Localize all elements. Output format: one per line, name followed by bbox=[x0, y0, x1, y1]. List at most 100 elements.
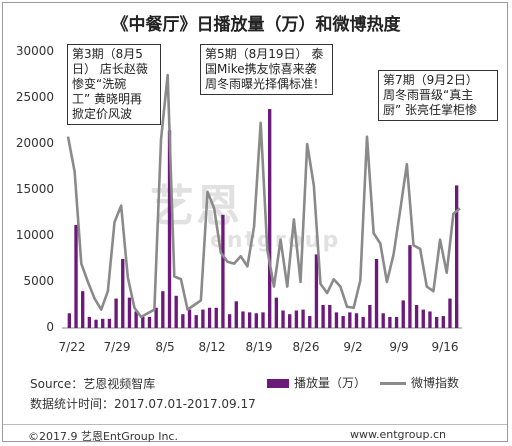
bar-play-count bbox=[368, 305, 372, 328]
source-line: Source：艺恩视频智库 bbox=[30, 377, 156, 391]
annotation-line: 第7期（9月2日） bbox=[383, 73, 478, 87]
bar-play-count bbox=[374, 259, 379, 328]
annotation-line: 掀定价风波 bbox=[72, 107, 133, 121]
annotation-line: 惨变“洗碗 bbox=[72, 77, 127, 91]
bar-play-count bbox=[134, 311, 138, 328]
annotation-line: 工” 黄晓明再 bbox=[72, 92, 143, 106]
annotation-ep3: 第3期（8月5 日） 店长赵薇 惨变“洗碗 工” 黄晓明再 掀定价风波 bbox=[67, 44, 161, 125]
bar-play-count bbox=[87, 316, 92, 328]
legend-bar: 播放量（万） bbox=[267, 374, 366, 391]
bar-play-count bbox=[201, 309, 205, 328]
bar-play-count bbox=[261, 312, 265, 328]
bar-play-count bbox=[214, 307, 218, 328]
legend-line: 微博指数 bbox=[380, 374, 459, 391]
legend-line-label: 微博指数 bbox=[411, 376, 460, 390]
x-tick-label: 8/26 bbox=[292, 340, 320, 354]
footer-copyright: ©2017.9 艺恩EntGroup Inc. bbox=[28, 430, 178, 443]
legend-bar-label: 播放量（万） bbox=[294, 376, 367, 390]
bar-play-count bbox=[328, 305, 332, 328]
bar-play-count bbox=[428, 311, 432, 328]
bar-play-count bbox=[361, 316, 365, 328]
x-tick-label: 9/9 bbox=[389, 340, 409, 354]
bar-play-count bbox=[294, 310, 299, 328]
line-weibo-index bbox=[66, 73, 461, 319]
bar-play-count bbox=[254, 313, 258, 328]
bar-play-count bbox=[221, 214, 225, 328]
bar-play-count bbox=[321, 305, 325, 328]
bar-play-count bbox=[174, 295, 178, 328]
footer-divider bbox=[3, 424, 507, 425]
annotation-line: 第3期（8月5 bbox=[72, 47, 143, 61]
bar-play-count bbox=[167, 130, 172, 328]
bar-play-count bbox=[247, 312, 252, 328]
bar-play-count bbox=[74, 224, 78, 328]
bar-play-count bbox=[67, 313, 72, 328]
x-tick-label: 8/19 bbox=[245, 340, 273, 354]
x-tick-label: 7/29 bbox=[103, 340, 131, 354]
y-tick-label: 10000 bbox=[15, 228, 54, 242]
bar-play-count bbox=[348, 312, 352, 328]
bar-play-count bbox=[394, 316, 399, 328]
y-tick-label: 5000 bbox=[23, 274, 54, 288]
bar-play-count bbox=[301, 309, 305, 328]
y-tick-label: 15000 bbox=[15, 182, 54, 196]
bar-play-count bbox=[161, 291, 165, 328]
bar-play-count bbox=[381, 313, 385, 328]
x-tick-label: 8/12 bbox=[198, 340, 226, 354]
y-tick-label: 20000 bbox=[15, 136, 54, 150]
bar-play-count bbox=[314, 254, 319, 328]
bar-play-count bbox=[94, 319, 98, 328]
bar-play-count bbox=[114, 298, 118, 328]
bar-play-count bbox=[181, 314, 185, 328]
annotation-line: 第5期（8月19日） 泰 bbox=[205, 47, 324, 61]
bar-play-count bbox=[414, 305, 419, 328]
bar-play-count bbox=[454, 185, 459, 328]
legend-bar-swatch bbox=[267, 379, 289, 388]
bar-play-count bbox=[281, 310, 285, 328]
annotation-line: 周冬雨晋级“真主 bbox=[383, 88, 474, 102]
bar-play-count bbox=[227, 314, 232, 328]
legend-line-swatch bbox=[380, 382, 406, 385]
bar-play-count bbox=[141, 316, 145, 328]
annotation-ep5: 第5期（8月19日） 泰 国Mike携友惊喜来袭 周冬雨曝光择偶标准！ bbox=[200, 44, 333, 95]
y-tick-label: 0 bbox=[46, 320, 54, 334]
y-tick-label: 30000 bbox=[15, 44, 54, 58]
bar-play-count bbox=[107, 318, 112, 328]
bar-play-count bbox=[81, 291, 85, 328]
bar-play-count bbox=[274, 297, 279, 328]
bar-play-count bbox=[154, 307, 158, 328]
bar-play-count bbox=[127, 297, 132, 328]
bar-play-count bbox=[288, 314, 292, 328]
bar-play-count bbox=[421, 309, 425, 328]
bar-play-count bbox=[207, 307, 212, 328]
footer-website: www.entgroup.cn bbox=[350, 428, 446, 441]
bar-play-count bbox=[448, 298, 452, 328]
bar-play-count bbox=[388, 316, 392, 328]
bar-play-count bbox=[241, 311, 245, 328]
bar-play-count bbox=[101, 318, 105, 328]
bar-play-count bbox=[194, 315, 198, 328]
bar-play-count bbox=[308, 316, 312, 328]
x-tick-label: 9/2 bbox=[343, 340, 363, 354]
bar-play-count bbox=[187, 309, 192, 328]
bar-play-count bbox=[441, 316, 445, 328]
y-tick-label: 25000 bbox=[15, 90, 54, 104]
bar-play-count bbox=[434, 316, 439, 328]
watermark-main: 艺恩 bbox=[150, 181, 242, 232]
bar-play-count bbox=[408, 245, 412, 328]
annotation-ep7: 第7期（9月2日） 周冬雨晋级“真主 厨” 张亮任掌柜惨 bbox=[378, 70, 498, 121]
bar-play-count bbox=[341, 316, 345, 328]
chart-title: 《中餐厅》日播放量（万）和微博热度 bbox=[111, 15, 401, 35]
bar-play-count bbox=[147, 316, 152, 328]
bar-play-count bbox=[234, 301, 238, 328]
annotation-line: 厨” 张亮任掌柜惨 bbox=[383, 103, 478, 117]
annotation-line: 国Mike携友惊喜来袭 bbox=[205, 62, 317, 76]
bar-play-count bbox=[121, 259, 125, 328]
stat-period: 数据统计时间：2017.07.01-2017.09.17 bbox=[30, 397, 256, 411]
bar-play-count bbox=[354, 313, 359, 328]
annotation-line: 周冬雨曝光择偶标准！ bbox=[205, 77, 326, 91]
bar-play-count bbox=[334, 312, 339, 328]
bar-play-count bbox=[401, 300, 405, 328]
x-tick-label: 8/5 bbox=[155, 340, 175, 354]
